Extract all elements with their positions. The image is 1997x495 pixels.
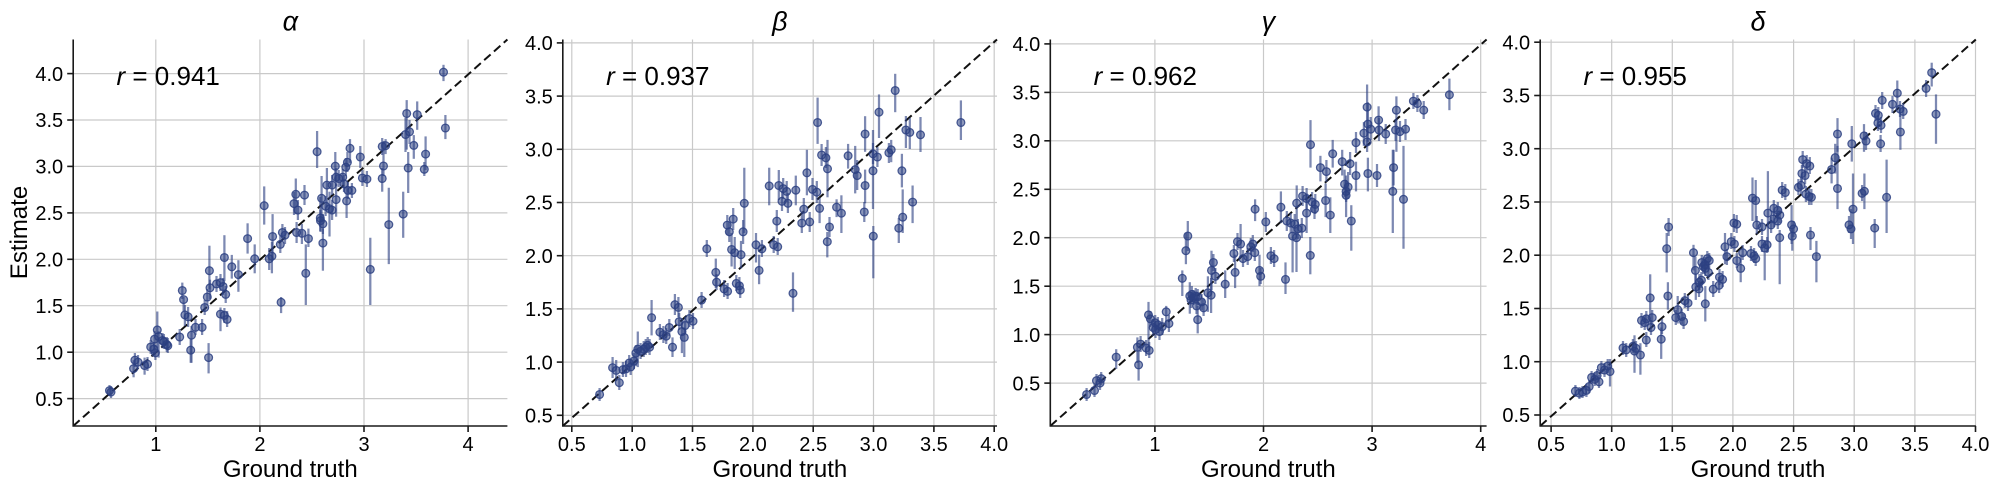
svg-text:2.5: 2.5 bbox=[1780, 434, 1808, 456]
svg-text:Ground truth: Ground truth bbox=[1201, 456, 1336, 483]
svg-text:3.0: 3.0 bbox=[1840, 434, 1868, 456]
svg-text:4.0: 4.0 bbox=[1962, 434, 1990, 456]
svg-text:4.0: 4.0 bbox=[980, 434, 1008, 456]
svg-text:2.0: 2.0 bbox=[739, 434, 767, 456]
svg-text:4.0: 4.0 bbox=[1012, 34, 1040, 56]
svg-text:1.0: 1.0 bbox=[525, 352, 553, 374]
svg-text:1.5: 1.5 bbox=[1502, 299, 1530, 321]
svg-text:0.5: 0.5 bbox=[1502, 405, 1530, 427]
svg-text:2: 2 bbox=[254, 434, 265, 456]
svg-text:r = 0.941: r = 0.941 bbox=[117, 61, 220, 91]
svg-text:2.0: 2.0 bbox=[1719, 434, 1747, 456]
svg-text:3.0: 3.0 bbox=[35, 157, 63, 179]
svg-text:Estimate: Estimate bbox=[6, 186, 33, 279]
svg-text:γ: γ bbox=[1262, 7, 1277, 37]
svg-text:1.0: 1.0 bbox=[35, 342, 63, 364]
svg-text:2.5: 2.5 bbox=[1012, 180, 1040, 202]
svg-text:4.0: 4.0 bbox=[35, 64, 63, 86]
svg-text:2: 2 bbox=[1258, 434, 1269, 456]
svg-text:3.5: 3.5 bbox=[920, 434, 948, 456]
svg-text:3.0: 3.0 bbox=[1012, 131, 1040, 153]
svg-text:1.0: 1.0 bbox=[1598, 434, 1626, 456]
svg-text:3.5: 3.5 bbox=[1901, 434, 1929, 456]
svg-text:3.5: 3.5 bbox=[35, 110, 63, 132]
svg-text:1: 1 bbox=[150, 434, 161, 456]
svg-text:3: 3 bbox=[1367, 434, 1378, 456]
svg-text:1.5: 1.5 bbox=[525, 299, 553, 321]
svg-text:2.0: 2.0 bbox=[1012, 228, 1040, 250]
svg-text:1.5: 1.5 bbox=[1012, 276, 1040, 298]
svg-text:1.0: 1.0 bbox=[618, 434, 646, 456]
svg-text:2.5: 2.5 bbox=[35, 203, 63, 225]
svg-text:3.0: 3.0 bbox=[525, 140, 553, 162]
svg-text:4.0: 4.0 bbox=[525, 33, 553, 55]
svg-text:Ground truth: Ground truth bbox=[713, 456, 848, 483]
svg-text:4.0: 4.0 bbox=[1502, 32, 1530, 54]
svg-text:3.5: 3.5 bbox=[1012, 83, 1040, 105]
svg-text:1.0: 1.0 bbox=[1012, 325, 1040, 347]
svg-text:0.5: 0.5 bbox=[1012, 373, 1040, 395]
svg-text:2.5: 2.5 bbox=[1502, 192, 1530, 214]
svg-text:α: α bbox=[283, 7, 300, 37]
svg-text:4: 4 bbox=[463, 434, 474, 456]
svg-text:0.5: 0.5 bbox=[1537, 434, 1565, 456]
svg-text:3: 3 bbox=[358, 434, 369, 456]
svg-text:β: β bbox=[771, 7, 787, 37]
svg-text:1.5: 1.5 bbox=[1658, 434, 1686, 456]
svg-text:3.5: 3.5 bbox=[1502, 86, 1530, 108]
svg-text:Ground truth: Ground truth bbox=[223, 456, 358, 483]
svg-text:1.0: 1.0 bbox=[1502, 352, 1530, 374]
svg-text:2.0: 2.0 bbox=[525, 246, 553, 268]
svg-text:3.0: 3.0 bbox=[860, 434, 888, 456]
svg-text:1.5: 1.5 bbox=[35, 296, 63, 318]
svg-text:3.0: 3.0 bbox=[1502, 139, 1530, 161]
svg-text:1: 1 bbox=[1149, 434, 1160, 456]
svg-text:2.5: 2.5 bbox=[525, 193, 553, 215]
svg-text:1.5: 1.5 bbox=[679, 434, 707, 456]
svg-text:Ground truth: Ground truth bbox=[1691, 456, 1826, 483]
svg-text:r = 0.962: r = 0.962 bbox=[1094, 61, 1197, 91]
svg-text:0.5: 0.5 bbox=[525, 406, 553, 428]
svg-text:δ: δ bbox=[1750, 7, 1766, 37]
svg-text:r = 0.955: r = 0.955 bbox=[1584, 61, 1687, 91]
svg-text:3.5: 3.5 bbox=[525, 86, 553, 108]
svg-text:2.0: 2.0 bbox=[1502, 245, 1530, 267]
svg-text:2.0: 2.0 bbox=[35, 250, 63, 272]
svg-text:r = 0.937: r = 0.937 bbox=[606, 61, 709, 91]
svg-text:0.5: 0.5 bbox=[35, 389, 63, 411]
svg-text:2.5: 2.5 bbox=[799, 434, 827, 456]
svg-text:0.5: 0.5 bbox=[558, 434, 586, 456]
svg-text:4: 4 bbox=[1475, 434, 1486, 456]
